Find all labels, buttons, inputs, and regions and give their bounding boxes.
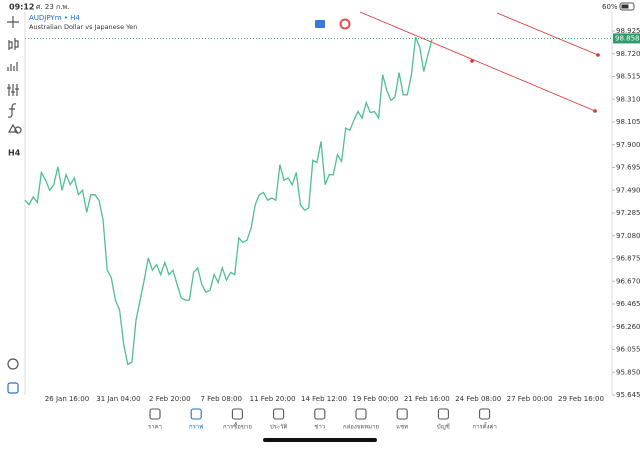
x-tick-label: 21 Feb 16:00 xyxy=(404,395,450,403)
nav-icon[interactable] xyxy=(149,408,161,420)
home-indicator xyxy=(263,438,377,442)
nav-icon[interactable] xyxy=(190,408,202,420)
nav-icon[interactable] xyxy=(355,408,367,420)
left-toolbar xyxy=(7,16,22,394)
y-tick-label: 97.900 xyxy=(616,141,640,149)
nav-label[interactable]: กล่องจดหมาย xyxy=(343,424,379,431)
y-tick-label: 95.850 xyxy=(616,368,640,376)
nav-icon[interactable] xyxy=(273,408,285,420)
y-tick-label: 96.875 xyxy=(616,255,640,263)
nav-label[interactable]: แชท xyxy=(396,424,408,431)
y-tick-label: 97.080 xyxy=(616,232,640,240)
nav-icon[interactable] xyxy=(396,408,408,420)
battery-icon xyxy=(619,2,635,11)
y-tick-label: 96.260 xyxy=(616,323,640,331)
price-line xyxy=(24,36,433,366)
status-battery: 60% xyxy=(602,3,618,11)
y-tick-label: 97.285 xyxy=(616,209,640,217)
nav-label[interactable]: กราฟ xyxy=(189,424,203,431)
current-price-box xyxy=(613,33,640,44)
x-tick-label: 11 Feb 20:00 xyxy=(250,395,296,403)
y-tick-label: 98.310 xyxy=(616,95,640,103)
y-tick-label: 95.645 xyxy=(616,391,640,399)
y-tick-label: 97.490 xyxy=(616,186,640,194)
symbol-name[interactable]: AUDJPYm • H4 xyxy=(29,14,80,22)
y-tick-label: 98.925 xyxy=(616,27,640,35)
nav-label[interactable]: บัญชี xyxy=(437,423,450,431)
chart-type-tool[interactable] xyxy=(8,38,19,50)
battery-level xyxy=(621,4,629,9)
nav-label[interactable]: การซื้อขาย xyxy=(223,421,252,431)
nav-label[interactable]: ประวัติ xyxy=(270,424,288,431)
nav-icon[interactable] xyxy=(231,408,243,420)
nav-label[interactable]: การตั้งค่า xyxy=(472,421,496,431)
nav-label[interactable]: ราคา xyxy=(148,424,162,431)
x-tick-label: 26 Jan 16:00 xyxy=(45,395,89,403)
trend-point[interactable] xyxy=(470,59,474,63)
trend-point[interactable] xyxy=(596,53,600,57)
nav-icon[interactable] xyxy=(479,408,491,420)
y-tick-label: 98.515 xyxy=(616,73,640,81)
trend-point[interactable] xyxy=(593,109,597,113)
status-time: 09:12 xyxy=(9,3,34,12)
current-price-label: 98.858 xyxy=(615,34,640,42)
y-tick-label: 96.055 xyxy=(616,346,640,354)
trend-line[interactable] xyxy=(359,11,596,112)
function-tool[interactable] xyxy=(7,103,17,118)
x-tick-label: 27 Feb 00:00 xyxy=(507,395,553,403)
y-tick-label: 96.670 xyxy=(616,277,640,285)
status-date: ศ. 23 ก.พ. xyxy=(36,3,69,11)
nav-label[interactable]: ข่าว xyxy=(314,424,325,431)
x-tick-label: 19 Feb 00:00 xyxy=(352,395,398,403)
x-tick-label: 31 Jan 04:00 xyxy=(96,395,140,403)
x-tick-label: 2 Feb 20:00 xyxy=(149,395,190,403)
nav-icon[interactable] xyxy=(314,408,326,420)
trend-line[interactable] xyxy=(496,12,599,56)
symbol-description: Australian Dollar vs Japanese Yen xyxy=(29,23,137,31)
volume-tool[interactable] xyxy=(7,62,18,71)
x-tick-label: 24 Feb 08:00 xyxy=(455,395,501,403)
crosshair-tool[interactable] xyxy=(7,16,19,28)
x-tick-label: 14 Feb 12:00 xyxy=(301,395,347,403)
search-tool[interactable] xyxy=(7,358,19,370)
app-icon[interactable] xyxy=(7,382,19,394)
y-tick-label: 98.720 xyxy=(616,50,640,58)
x-tick-label: 7 Feb 08:00 xyxy=(200,395,241,403)
y-tick-label: 98.105 xyxy=(616,118,640,126)
nav-icon[interactable] xyxy=(437,408,449,420)
y-tick-label: 96.465 xyxy=(616,300,640,308)
indicators-tool[interactable] xyxy=(7,84,19,96)
x-tick-label: 29 Feb 16:00 xyxy=(558,395,604,403)
indicator-icon[interactable] xyxy=(339,18,351,30)
y-tick-label: 97.695 xyxy=(616,164,640,172)
timeframe[interactable]: H4 xyxy=(8,149,21,158)
objects-tool[interactable] xyxy=(7,123,22,134)
indicator-icon[interactable] xyxy=(315,20,325,28)
